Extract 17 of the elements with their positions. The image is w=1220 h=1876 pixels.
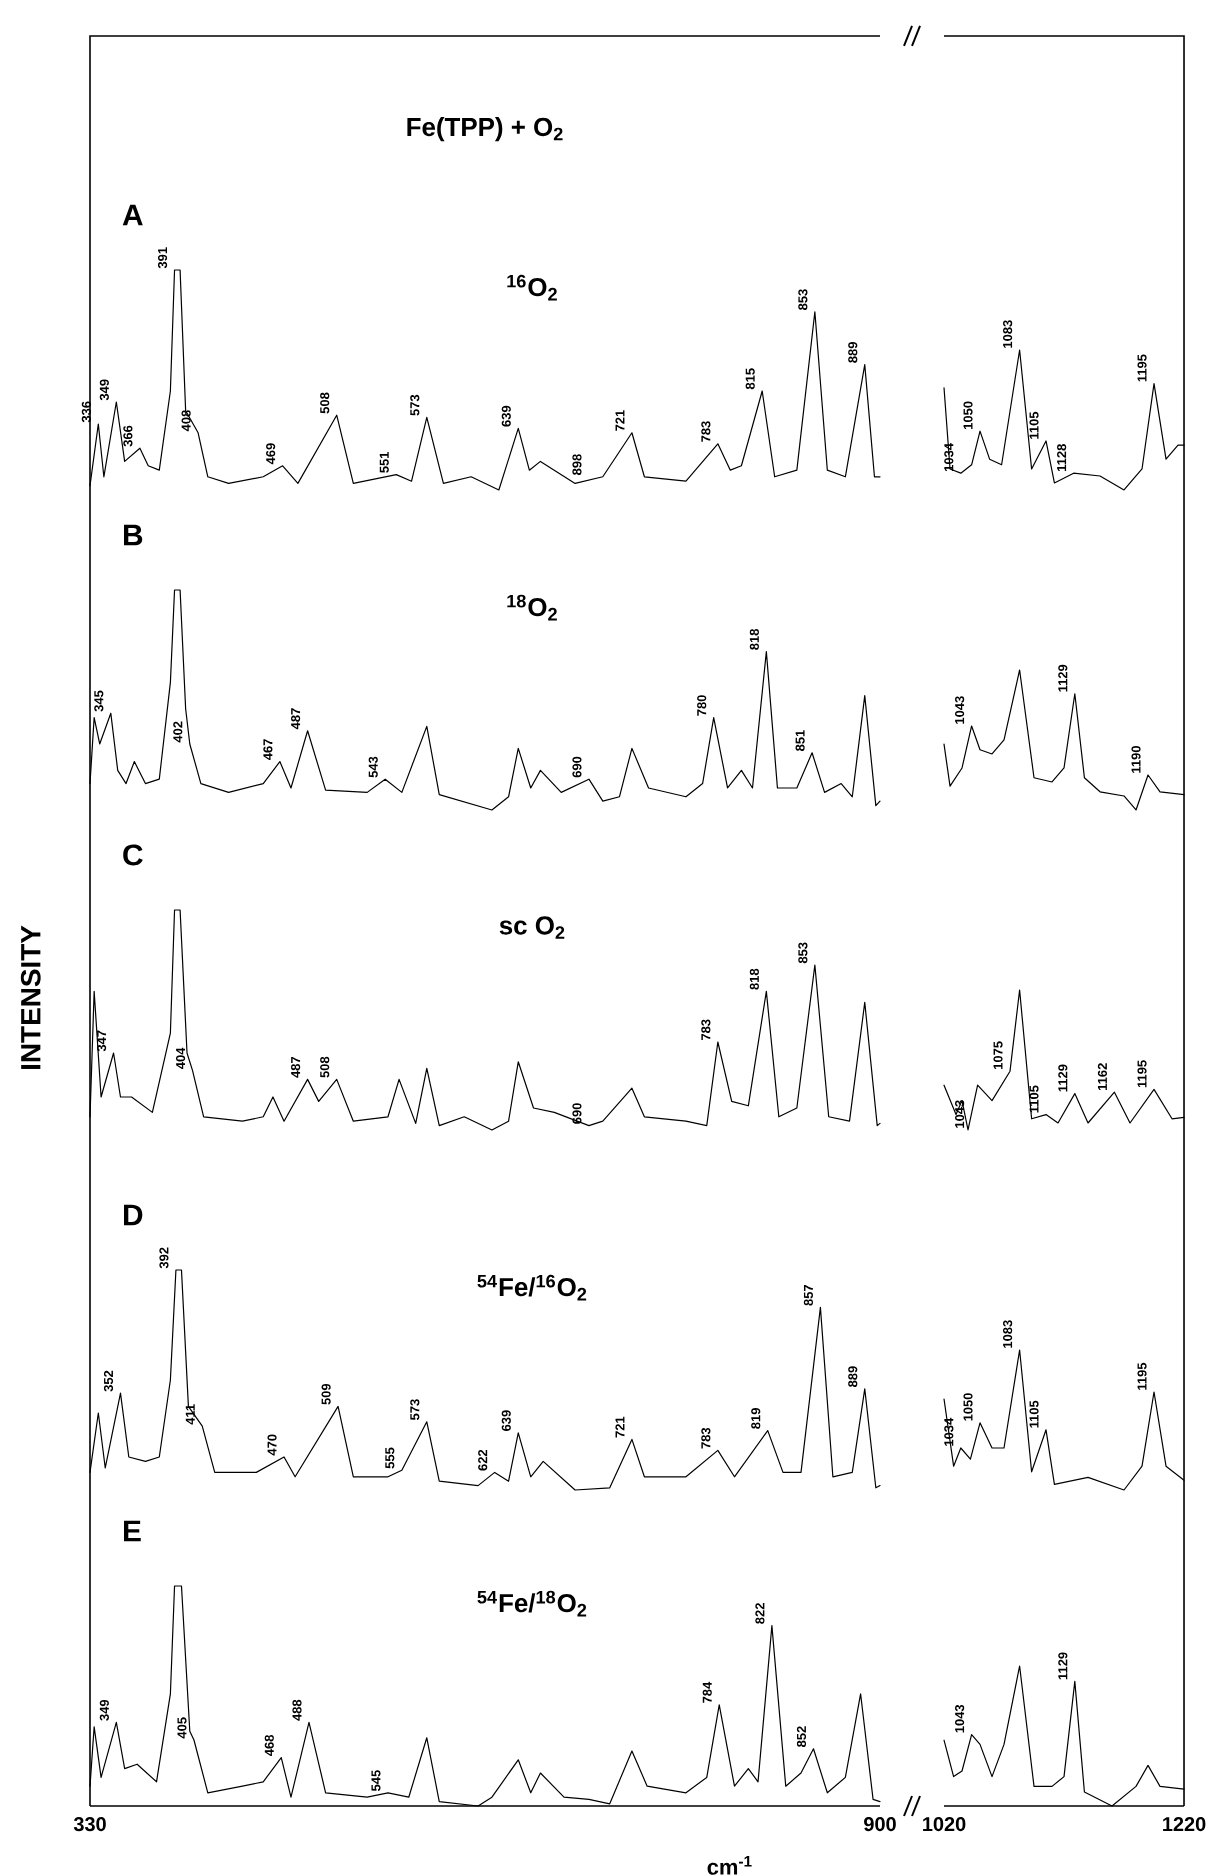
chart-subtitle: $^{16}$O$_{2}$ bbox=[507, 274, 557, 301]
text: B bbox=[124, 524, 143, 546]
x-tick-label: 1020 bbox=[923, 1817, 966, 1832]
y-axis-title: INTENSITY bbox=[20, 925, 41, 1069]
chart-title: Fe(TPP) + O$_{2}$ bbox=[407, 117, 563, 142]
x-tick-label: 900 bbox=[864, 1817, 896, 1832]
x-tick-label: 1220 bbox=[1163, 1817, 1206, 1832]
chart-subtitle: $^{54}$Fe/$^{18}$O$_{2}$ bbox=[477, 1590, 587, 1617]
chart-subtitle: $^{54}$Fe/$^{16}$O$_{2}$ bbox=[477, 1274, 587, 1301]
text: E bbox=[124, 1520, 141, 1542]
chart-subtitle: $^{18}$O$_{2}$ bbox=[507, 594, 557, 621]
text: A bbox=[122, 204, 143, 226]
text: C bbox=[123, 844, 143, 866]
text: D bbox=[124, 1204, 143, 1226]
x-tick-label: 330 bbox=[73, 1817, 106, 1832]
x-axis-title: cm$^{-1}$ bbox=[707, 1856, 752, 1875]
chart-subtitle: sc O$_{2}$ bbox=[499, 916, 565, 939]
